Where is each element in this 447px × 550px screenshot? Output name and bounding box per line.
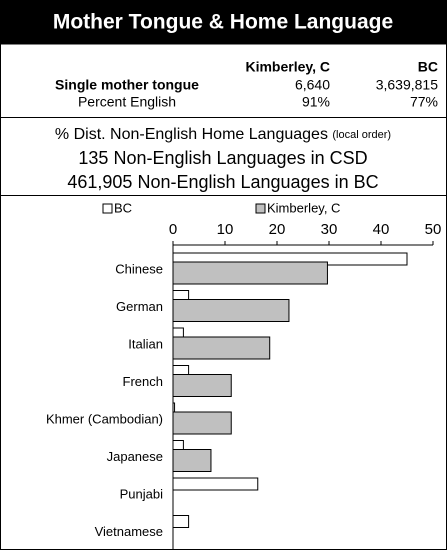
legend-swatch [102, 203, 113, 214]
cell: 3,639,815 [376, 77, 438, 93]
title: Mother Tongue & Home Language [53, 11, 393, 34]
cell: 91% [302, 94, 330, 110]
y-tick-label: French [123, 374, 163, 389]
y-tick-label: Khmer (Cambodian) [46, 411, 163, 426]
x-tick-label: 10 [217, 221, 234, 238]
x-tick-label: 40 [373, 221, 390, 238]
title-band [0, 0, 447, 44]
legend-label: BC [114, 200, 132, 215]
bar [172, 261, 328, 285]
bar [172, 374, 232, 397]
bar [172, 411, 232, 435]
legend-label: Kimberley, C [267, 200, 340, 215]
y-tick-label: Japanese [107, 449, 163, 464]
row-label: Percent English [78, 94, 176, 110]
legend-swatch [255, 203, 266, 214]
y-tick-label: Chinese [115, 261, 163, 276]
line-csd: 135 Non-English Languages in CSD [78, 148, 367, 168]
cell: 6,640 [295, 77, 330, 93]
line-bc: 461,905 Non-English Languages in BC [67, 172, 378, 192]
heading: % Dist. Non-English Home Languages (loca… [55, 126, 391, 143]
y-tick-label: Vietnamese [95, 524, 163, 539]
y-tick-label: German [116, 299, 163, 314]
bar [172, 477, 259, 491]
x-tick-label: 50 [425, 221, 442, 238]
col-header: Kimberley, C [245, 59, 330, 75]
x-tick-label: 20 [269, 221, 286, 238]
cell: 77% [410, 94, 438, 110]
bar [172, 299, 290, 322]
y-tick-label: Punjabi [120, 486, 163, 501]
col-header: BC [418, 59, 438, 75]
bar [172, 449, 212, 472]
y-tick-label: Italian [128, 336, 163, 351]
x-tick-label: 30 [321, 221, 338, 238]
heading-text: % Dist. Non-English Home Languages [55, 126, 328, 143]
bar [172, 336, 271, 360]
heading-note: (local order) [332, 129, 391, 141]
row-label: Single mother tongue [55, 77, 199, 93]
bar [172, 515, 190, 528]
x-tick-label: 0 [169, 221, 177, 238]
